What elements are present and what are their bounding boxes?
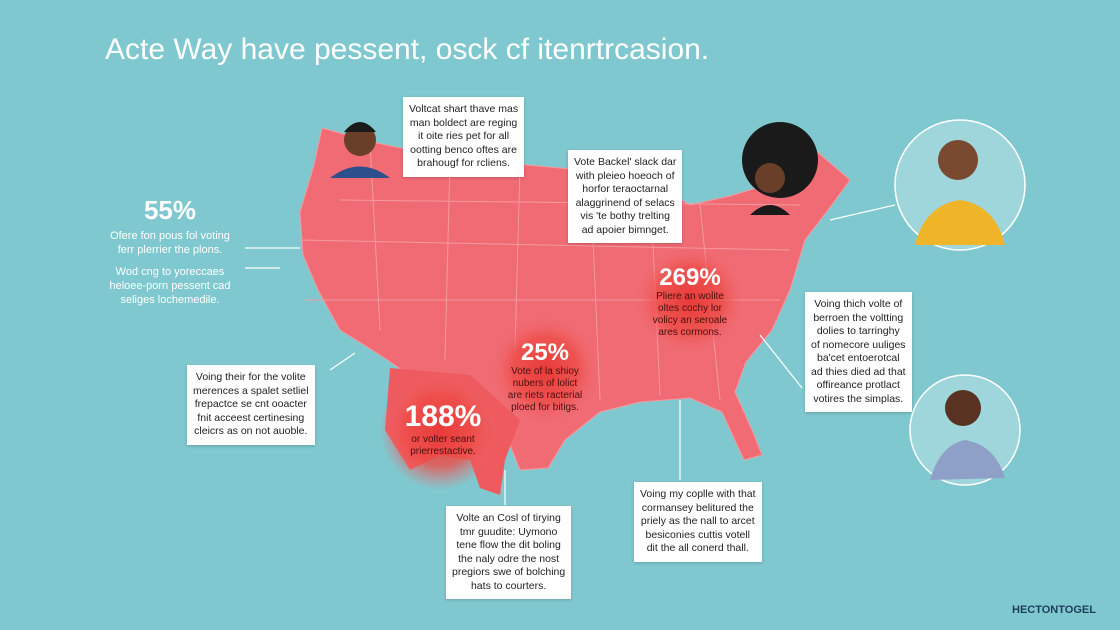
callout-text: hats to courters. (470, 579, 547, 592)
hotspot-text: nubers of lolict (512, 378, 578, 389)
callout-text: besiconies cuttis votell (645, 528, 751, 541)
hotspot-value: 25% (520, 339, 570, 366)
callout-text: Volte an Cosl of tirying (456, 512, 561, 524)
brand: HECTONTOGEL (1012, 604, 1096, 616)
callout-text: frepactce se cnt ooacter (194, 398, 307, 410)
hotspot-glow (380, 370, 500, 490)
portrait (330, 122, 390, 178)
callout-text: ad thies died ad that (811, 365, 906, 378)
hotspot-text: or volter seant (411, 434, 475, 445)
hotspot: 269% Pliere an wolite oltes cochy lor volic… (653, 265, 727, 339)
callout-text: dit the all conerd thall. (646, 542, 749, 554)
title: Acte Way have pessent, osck cf itenrtrca… (105, 33, 710, 66)
hotspot-glow (490, 315, 600, 425)
callout: Voltcat shart thave mas man boldect are r… (403, 97, 525, 177)
callout-text: man boldect are reging (409, 116, 518, 129)
callout-text: cormansey belitured the (641, 501, 754, 514)
hotspot-text: are riets racterial (507, 390, 583, 401)
callout: Vote Backel' slack dar with pleieo hoeoch… (568, 150, 683, 243)
callout-text: fnit acceest certinesing (197, 411, 305, 424)
stat: 55% Ofere fon pous fol voting ferr plerrie… (100, 195, 240, 307)
callout-text: brahougf for rcliens. (417, 157, 510, 169)
callout: Voing my coplle with that cormansey belit… (634, 482, 762, 562)
portrait (742, 122, 818, 215)
callout-text: Voing their for the volite (195, 371, 306, 383)
callout-text: merences a spalet setliel (193, 384, 309, 397)
stat-text: heloee-porn pessent cad (109, 280, 231, 292)
callout: Voing thich volte of berroen the voltting… (805, 292, 912, 412)
hotspot-glow (635, 245, 745, 355)
callout-text: offireance protlact (816, 379, 900, 391)
hotspot: 25% Vote of la shioy nubers of lolict are r… (508, 340, 582, 414)
callout-text: alaggrinend of selacs (575, 196, 675, 209)
hotspot-value: 188% (404, 400, 482, 433)
connectors (245, 204, 896, 505)
hotspot-text: prierrestactive. (410, 446, 476, 457)
hotspot: 188% or volter seant prierrestactive. (405, 400, 482, 458)
stat-text: Ofere fon pous fol voting (110, 230, 230, 242)
callout: Volte an Cosl of tirying tmr guudite: Uym… (446, 506, 572, 599)
stat-value: 55% (143, 195, 197, 225)
callout-text: Voing my coplle with that (640, 488, 756, 500)
callout-text: votires the simplas. (813, 392, 904, 405)
callout-text: horfor teraoctarnal (582, 183, 669, 195)
callout-text: priely as the nall to arcet (640, 515, 755, 527)
hotspot-text: Pliere an wolite (656, 291, 724, 302)
callout-text: cleicrs as on not auoble. (194, 425, 308, 437)
callout-text: berroen the voltting (813, 311, 904, 324)
stat-text: Wod cng to yoreccaes (115, 266, 225, 278)
callout-text: vis 'te bothy trelting (580, 210, 670, 222)
hotspot-value: 269% (659, 264, 721, 291)
callout-text: Vote Backel' slack dar (574, 156, 677, 168)
callout-text: Voing thich volte of (814, 298, 903, 310)
stat-text: ferr plerrier the plons. (117, 244, 223, 256)
callout-text: ootting benco oftes are (410, 143, 517, 156)
callout-text: Voltcat shart thave mas (409, 103, 519, 115)
callout-text: ad apoier bimnget. (581, 223, 669, 236)
hotspot-text: ares cormons. (658, 327, 722, 338)
callout-text: the naly odre the nost (458, 552, 560, 565)
callout-text: tmr guudite: Uymono (459, 525, 558, 538)
callout-text: of nomecore uuliges (811, 338, 906, 351)
callout: Voing their for the volite merences a spa… (187, 365, 315, 445)
callout-text: ba'cet entoerotcal (817, 352, 900, 364)
callout-text: pregiors swe of bolching (452, 566, 566, 578)
hotspot-text: volicy an seroale (652, 315, 728, 326)
callout-text: dolies to tarringhy (816, 325, 900, 337)
callout-text: it oite ries pet for all (418, 130, 510, 142)
stat-text: seliges lochemedile. (120, 294, 220, 306)
callout-text: with pleieo hoeoch of (575, 169, 675, 182)
hotspot-text: oltes cochy lor (658, 303, 722, 314)
hotspot-text: Vote of la shioy (511, 366, 579, 377)
hotspot-text: ploed for bitigs. (511, 402, 579, 413)
portrait (909, 374, 1021, 486)
callout-text: tene flow the dit boling (456, 539, 561, 551)
portrait (894, 119, 1026, 251)
